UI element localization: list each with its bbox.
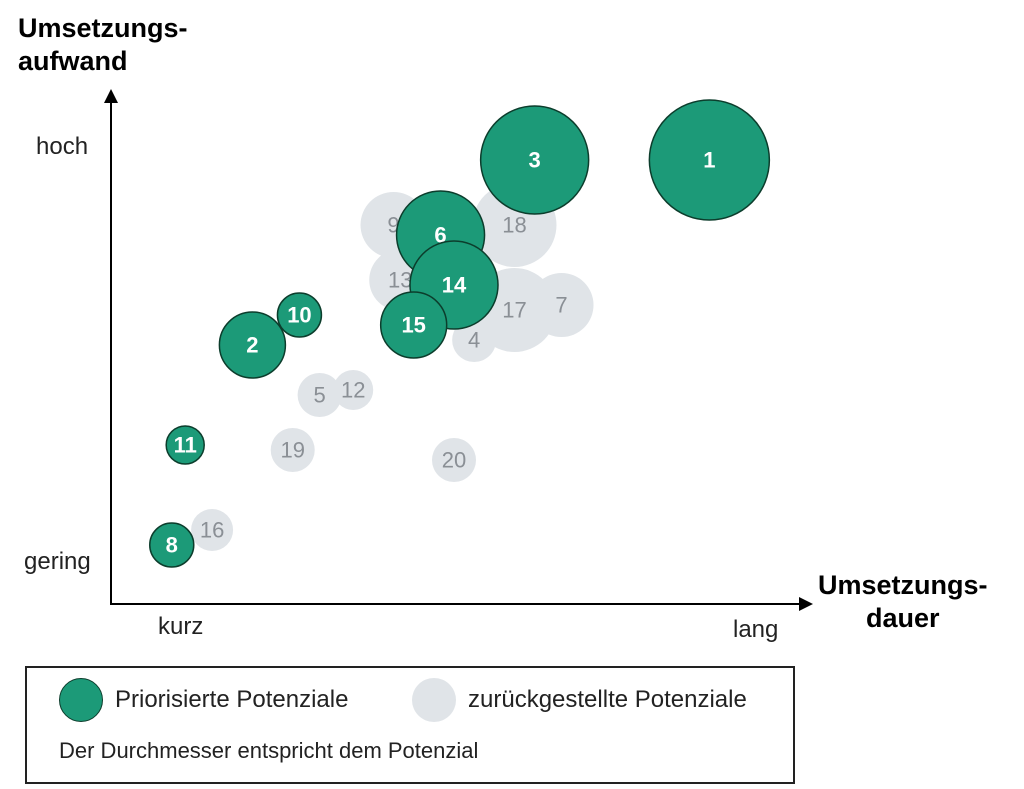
legend-swatch-deferred	[412, 678, 456, 722]
y-axis-title: Umsetzungs- aufwand	[18, 12, 188, 78]
prioritized-bubble-label-11: 11	[174, 433, 197, 458]
legend: Priorisierte Potenziale zurückgestellte …	[25, 666, 795, 784]
deferred-bubble-label-20: 20	[442, 448, 466, 473]
prioritized-bubble-1	[648, 99, 771, 221]
prioritized-bubble-label-10: 10	[287, 303, 311, 328]
legend-label-prioritized: Priorisierte Potenziale	[115, 686, 349, 713]
prioritized-bubble-3	[479, 105, 590, 215]
deferred-bubble-16	[191, 509, 234, 551]
deferred-bubble-label-19: 19	[280, 438, 304, 463]
x-tick-low: kurz	[158, 613, 204, 640]
prioritized-bubble-8	[149, 522, 195, 568]
deferred-bubble-label-18: 18	[502, 213, 526, 238]
deferred-bubble-label-12: 12	[341, 378, 365, 403]
legend-size-note: Der Durchmesser entspricht dem Potenzial	[59, 738, 479, 763]
deferred-bubble-label-17: 17	[502, 298, 526, 323]
prioritized-bubble-10	[276, 292, 323, 338]
x-axis-title-line2: dauer	[865, 603, 940, 633]
y-tick-low: gering	[24, 548, 91, 575]
legend-item-deferred: zurückgestellte Potenziale	[412, 678, 747, 722]
deferred-bubble-label-7: 7	[555, 293, 567, 318]
deferred-bubble-19	[270, 428, 315, 472]
deferred-bubble-4	[452, 318, 497, 362]
prioritized-bubble-label-14: 14	[442, 273, 467, 298]
y-axis-title-line2: aufwand	[18, 46, 128, 76]
deferred-bubble-label-4: 4	[468, 328, 480, 353]
prioritized-bubble-label-1: 1	[703, 148, 715, 173]
prioritized-bubble-label-2: 2	[246, 333, 258, 358]
legend-swatch-prioritized	[59, 678, 103, 722]
prioritized-bubble-11	[165, 425, 205, 465]
deferred-bubble-7	[529, 273, 594, 337]
deferred-bubble-20	[432, 438, 476, 482]
x-axis-title-line1: Umsetzungs-	[818, 570, 988, 600]
legend-item-prioritized: Priorisierte Potenziale	[59, 678, 348, 722]
deferred-bubble-label-5: 5	[313, 383, 325, 408]
deferred-bubble-label-16: 16	[200, 518, 224, 543]
legend-label-deferred: zurückgestellte Potenziale	[468, 686, 747, 713]
prioritized-bubble-label-15: 15	[401, 313, 425, 338]
prioritized-bubble-15	[379, 291, 448, 359]
deferred-bubble-5	[297, 373, 342, 417]
deferred-bubble-label-13: 13	[388, 268, 412, 293]
prioritized-bubble-2	[218, 311, 287, 379]
x-axis-title: Umsetzungs- dauer	[818, 569, 988, 635]
prioritized-bubble-label-6: 6	[434, 223, 446, 248]
prioritized-bubble-label-3: 3	[529, 148, 541, 173]
y-axis-title-line1: Umsetzungs-	[18, 13, 188, 43]
x-tick-high: lang	[733, 616, 779, 643]
deferred-bubble-12	[333, 370, 374, 410]
y-tick-high: hoch	[36, 133, 89, 160]
prioritized-bubble-label-8: 8	[166, 533, 178, 558]
